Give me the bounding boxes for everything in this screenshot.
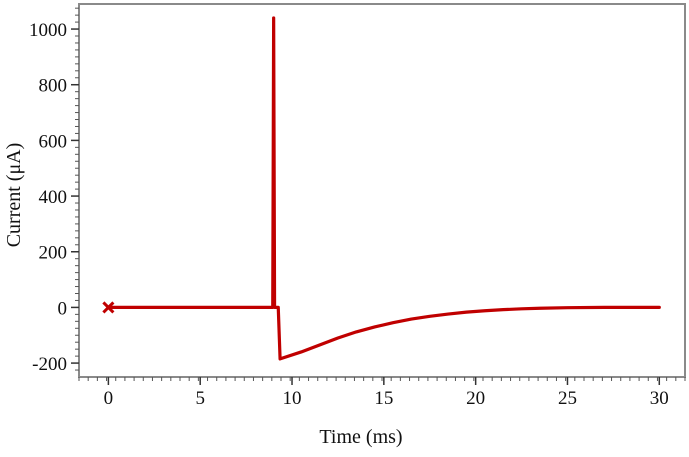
x-tick-label: 20 bbox=[466, 388, 485, 409]
x-tick-label: 0 bbox=[104, 388, 114, 409]
current-series-line bbox=[106, 16, 661, 361]
y-tick-label: 400 bbox=[39, 187, 68, 208]
x-tick-label: 25 bbox=[558, 388, 577, 409]
y-tick-label: 800 bbox=[39, 76, 68, 97]
x-tick-label: 15 bbox=[374, 388, 393, 409]
y-tick-label: 600 bbox=[39, 131, 68, 152]
y-tick-label: -200 bbox=[32, 354, 67, 375]
x-tick-label: 30 bbox=[650, 388, 669, 409]
series-layer bbox=[102, 16, 661, 361]
y-axis-title: Current (μA) bbox=[3, 143, 25, 248]
x-axis-title: Time (ms) bbox=[319, 426, 402, 448]
start-marker bbox=[102, 301, 115, 314]
y-tick-label: 0 bbox=[58, 298, 68, 319]
x-tick-label: 10 bbox=[283, 388, 302, 409]
plot-frame bbox=[78, 3, 686, 378]
y-axis: -200 0 200 400 600 800 1000 bbox=[29, 7, 79, 375]
x-tick-label: 5 bbox=[195, 388, 205, 409]
y-tick-label: 200 bbox=[39, 243, 68, 264]
y-tick-label: 1000 bbox=[29, 20, 67, 41]
x-axis: 0 5 10 15 20 25 30 bbox=[78, 377, 686, 409]
